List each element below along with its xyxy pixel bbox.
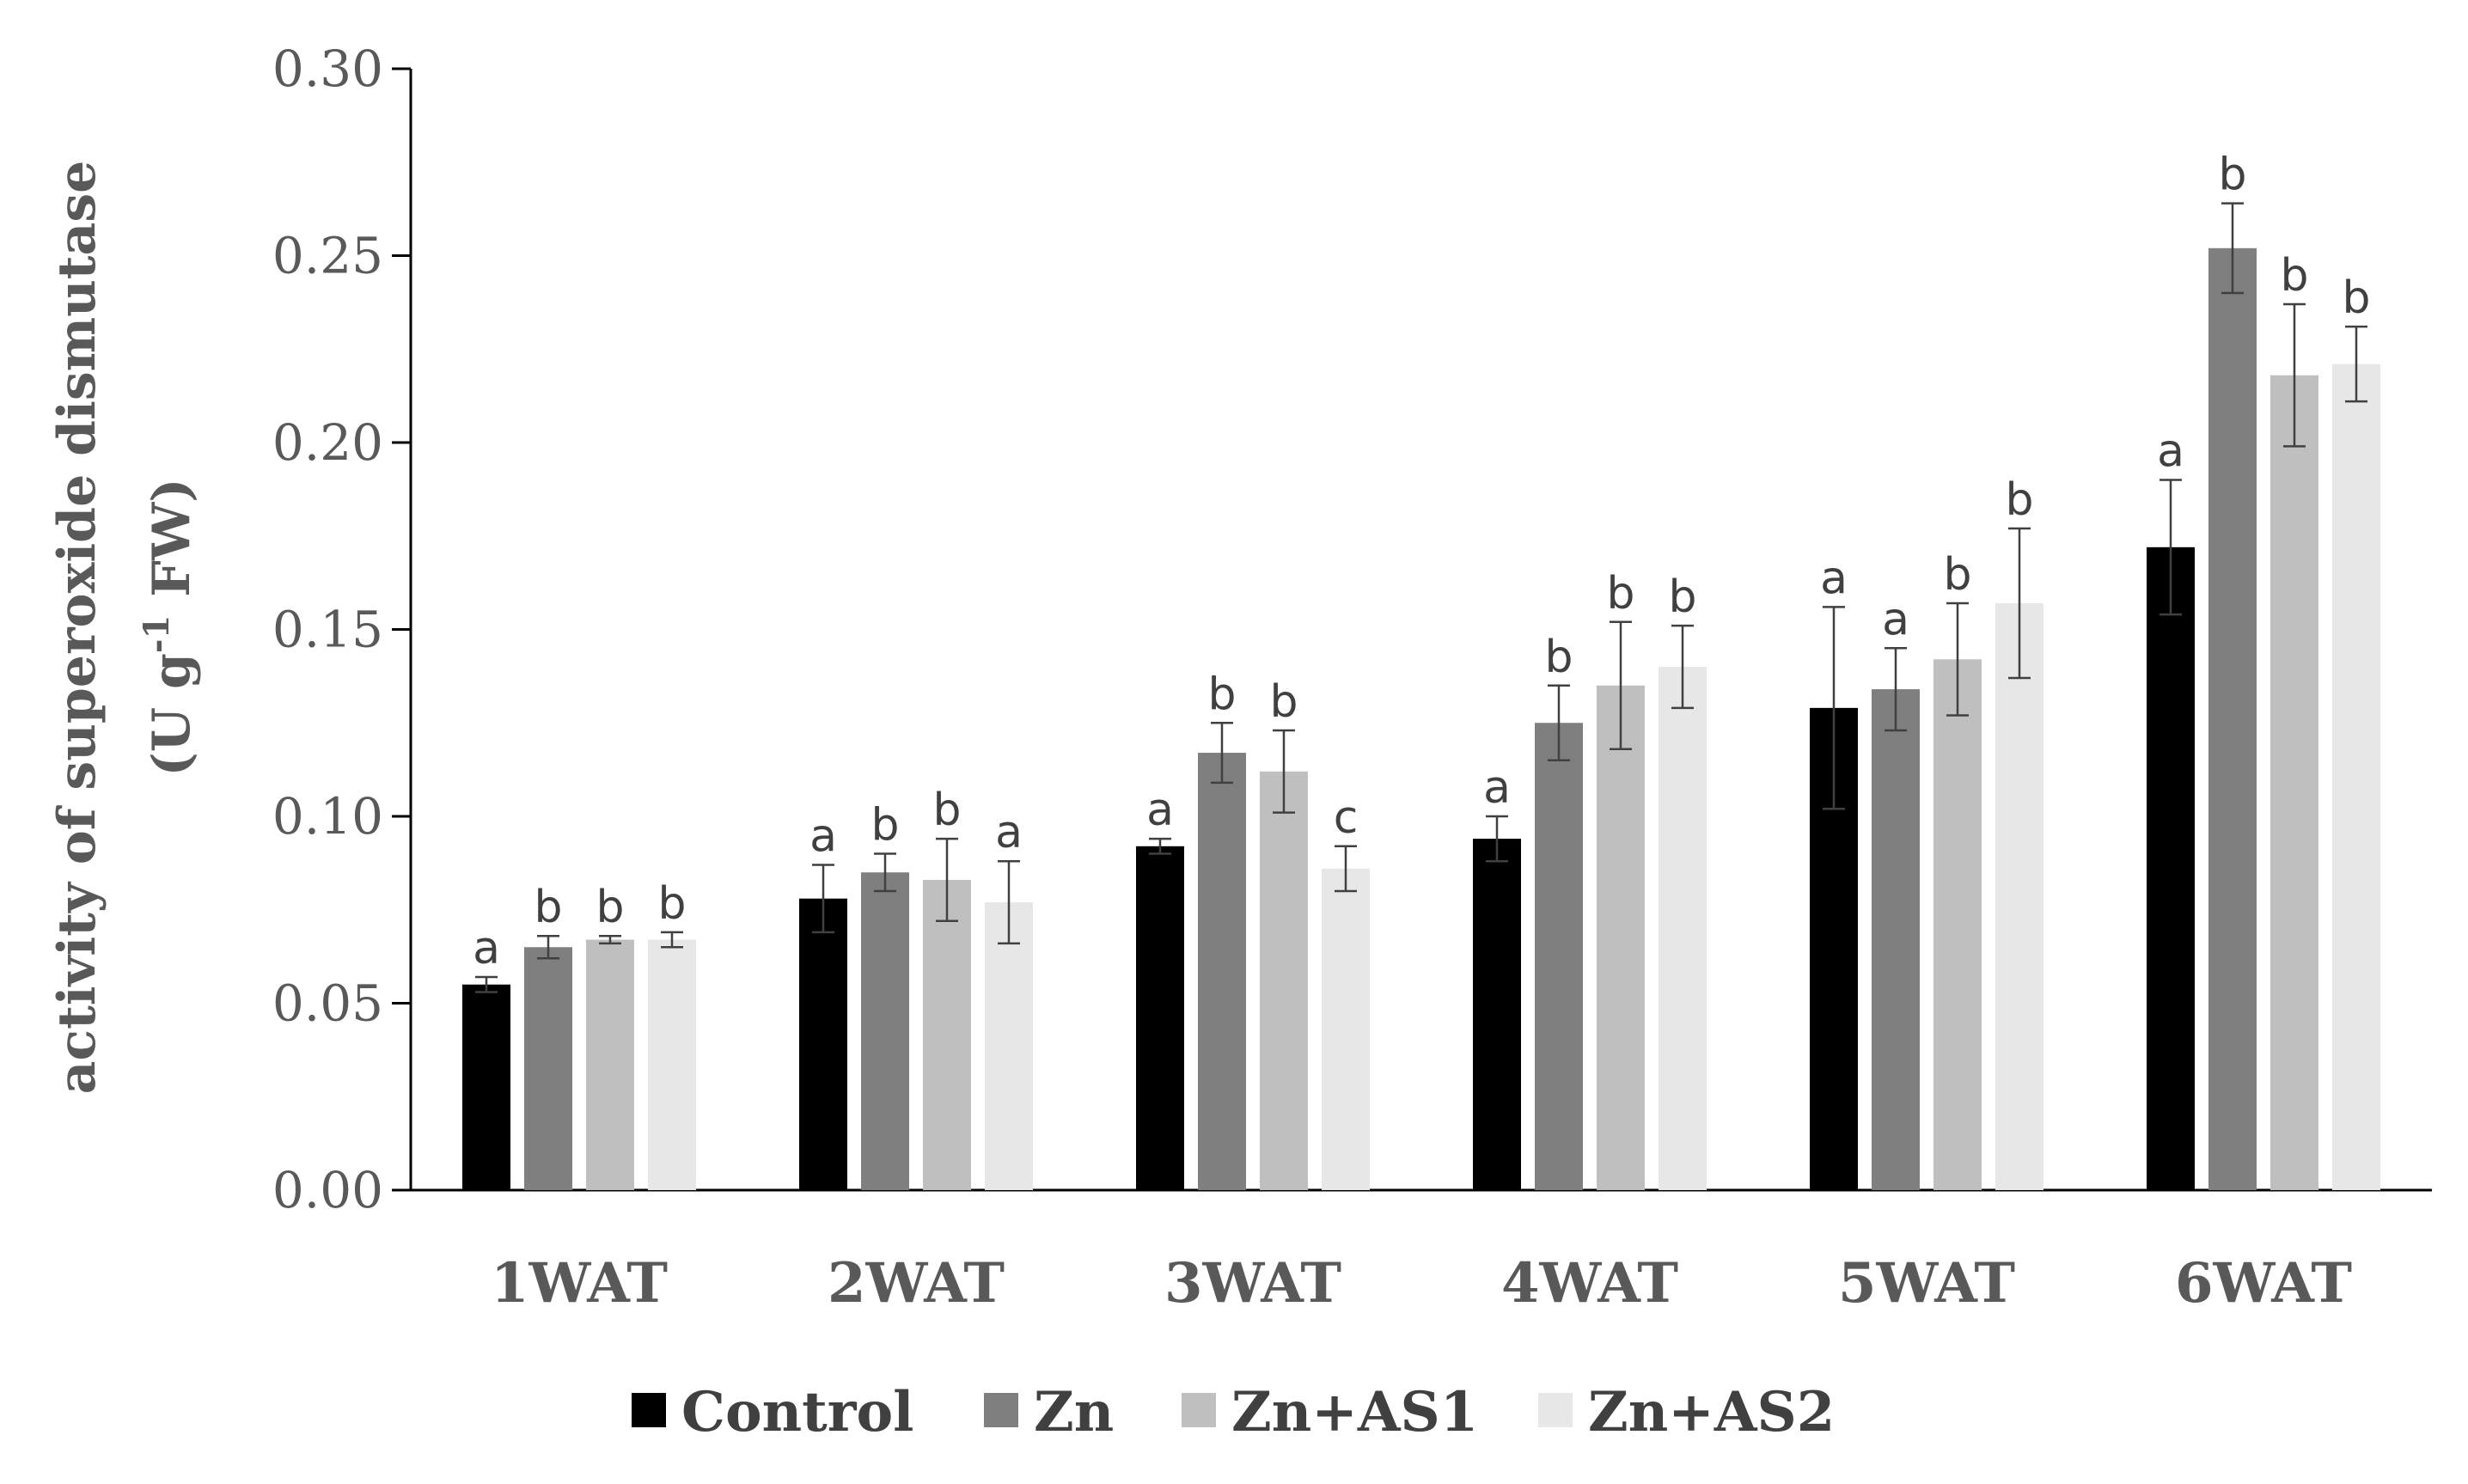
significance-letter: a: [1820, 553, 1848, 604]
y-tick-label: 0.30: [272, 40, 383, 98]
bar: [1535, 723, 1583, 1190]
x-category-label: 1WAT: [491, 1251, 668, 1316]
y-axis-unit-prefix: (U g: [142, 653, 202, 777]
bars: [462, 247, 2380, 1190]
y-tick-label: 0.15: [272, 601, 383, 659]
significance-letter: b: [596, 882, 624, 933]
y-axis-title: activity of superoxide dismutase (U g-1 …: [47, 161, 202, 1095]
significance-letter: b: [2342, 272, 2370, 324]
significance-letter: b: [1269, 676, 1298, 728]
x-category-label: 3WAT: [1164, 1251, 1341, 1316]
significance-letter: b: [1606, 568, 1634, 620]
significance-letter: a: [995, 807, 1023, 858]
bar: [1933, 659, 1982, 1190]
y-tick-label: 0.20: [272, 413, 383, 472]
legend-label: Zn: [1034, 1380, 1114, 1444]
error-bars: [475, 202, 2367, 993]
bar: [923, 879, 971, 1190]
bar: [2332, 363, 2380, 1190]
x-category-label: 5WAT: [1838, 1251, 2015, 1316]
bar: [1322, 868, 1370, 1190]
bar: [1136, 846, 1184, 1190]
x-category-label: 2WAT: [828, 1251, 1005, 1316]
significance-letter: b: [1207, 669, 1236, 720]
bar: [524, 947, 572, 1190]
legend-swatch: [984, 1393, 1018, 1427]
y-axis-unit-superscript: -1: [137, 615, 177, 653]
legend-swatch: [632, 1393, 666, 1427]
significance-letter: b: [2218, 150, 2246, 201]
y-tick-label: 0.10: [272, 787, 383, 846]
significance-letter: a: [1146, 785, 1174, 836]
significance-letter: b: [1668, 571, 1696, 623]
y-axis-title-line1: activity of superoxide dismutase: [47, 161, 107, 1095]
x-axis: 1WAT 2WAT 3WAT 4WAT 5WAT 6WAT: [411, 1188, 2432, 1316]
y-axis-unit-suffix: FW): [142, 478, 202, 614]
bar: [1872, 689, 1920, 1190]
y-tick-label: 0.25: [272, 227, 383, 285]
significance-letter: b: [2005, 474, 2033, 526]
bar: [586, 939, 634, 1190]
legend-label: Control: [681, 1380, 913, 1444]
bar: [799, 898, 847, 1190]
bar: [2208, 247, 2257, 1190]
bar: [861, 872, 909, 1190]
legend: Control Zn Zn+AS1 Zn+AS2: [632, 1380, 1835, 1444]
x-category-label: 4WAT: [1501, 1251, 1678, 1316]
significance-letter: a: [1882, 594, 1909, 645]
significance-letter: b: [932, 785, 961, 836]
bar: [1659, 667, 1707, 1190]
significance-letter: a: [809, 811, 837, 863]
significance-letter: b: [1544, 632, 1573, 683]
legend-swatch: [1538, 1393, 1573, 1427]
significance-letter: a: [1483, 762, 1511, 814]
bar: [462, 984, 510, 1190]
significance-letter: c: [1334, 792, 1359, 844]
significance-letter: b: [657, 878, 686, 930]
y-axis: 0.00 0.05 0.10 0.15 0.20 0.25 0.30: [272, 40, 412, 1219]
significance-letter: b: [1943, 549, 1971, 601]
x-category-label: 6WAT: [2175, 1251, 2352, 1316]
significance-letter: b: [2280, 250, 2308, 302]
significance-letter: b: [871, 800, 899, 852]
y-tick-label: 0.05: [272, 974, 383, 1033]
significance-letter: a: [473, 923, 500, 974]
y-tick-label: 0.00: [272, 1161, 383, 1219]
bar: [1473, 839, 1521, 1190]
legend-label: Zn+AS2: [1588, 1380, 1835, 1444]
bar: [985, 902, 1033, 1190]
bar: [1995, 603, 2043, 1190]
bar: [2147, 547, 2195, 1190]
bar: [1260, 771, 1308, 1190]
bar: [1198, 753, 1246, 1190]
legend-swatch: [1182, 1393, 1216, 1427]
bar: [1597, 685, 1645, 1190]
significance-letter: b: [534, 882, 562, 933]
bar: [2270, 375, 2318, 1190]
legend-label: Zn+AS1: [1231, 1380, 1478, 1444]
y-axis-title-line2: (U g-1 FW): [137, 478, 202, 776]
significance-letter: a: [2157, 426, 2184, 478]
bar: [648, 939, 696, 1190]
